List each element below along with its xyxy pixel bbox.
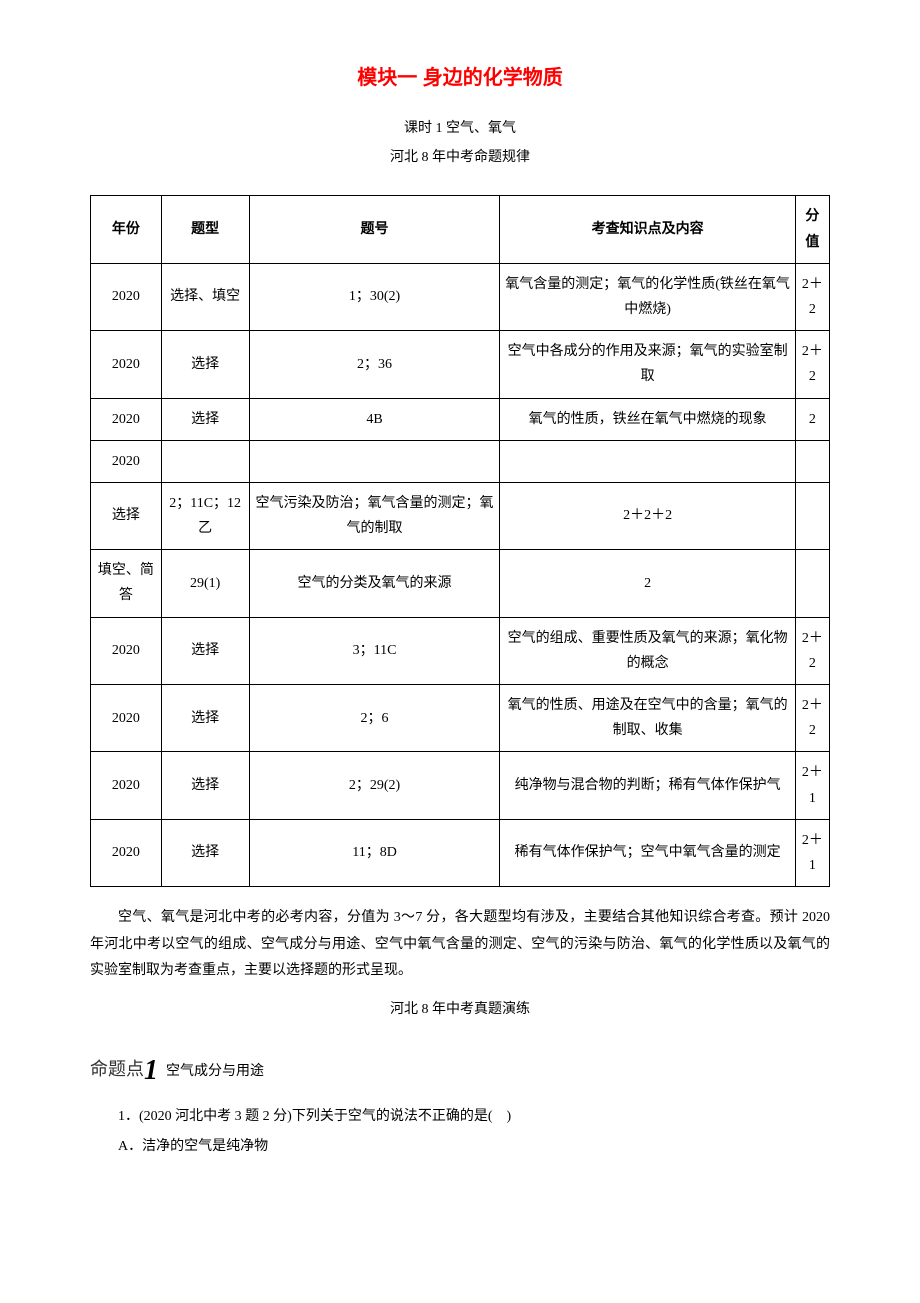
cell: 纯净物与混合物的判断；稀有气体作保护气: [500, 752, 795, 819]
table-header-row: 年份 题型 题号 考查知识点及内容 分值: [91, 196, 830, 263]
cell: 选择、填空: [161, 263, 249, 330]
cell: 2020: [91, 819, 162, 886]
exam-rules-table: 年份 题型 题号 考查知识点及内容 分值 2020 选择、填空 1；30(2) …: [90, 195, 830, 887]
table-row: 2020 选择 2；29(2) 纯净物与混合物的判断；稀有气体作保护气 2＋1: [91, 752, 830, 819]
subtitle-lesson: 课时 1 空气、氧气: [90, 116, 830, 141]
cell: 2＋2: [795, 685, 829, 752]
header-number: 题号: [249, 196, 500, 263]
header-content: 考查知识点及内容: [500, 196, 795, 263]
main-title: 模块一 身边的化学物质: [90, 60, 830, 96]
cell: 2020: [91, 617, 162, 684]
cell: 2；36: [249, 331, 500, 398]
cell: 2020: [91, 440, 162, 482]
cell: 2；29(2): [249, 752, 500, 819]
cell: 2020: [91, 263, 162, 330]
cell: 氧气的性质，铁丝在氧气中燃烧的现象: [500, 398, 795, 440]
header-score: 分值: [795, 196, 829, 263]
table-row: 选择 2；11C；12 乙 空气污染及防治；氧气含量的测定；氧气的制取 2＋2＋…: [91, 482, 830, 549]
table-row: 填空、简答 29(1) 空气的分类及氧气的来源 2: [91, 550, 830, 617]
topic-text: 空气成分与用途: [166, 1059, 264, 1084]
cell: 选择: [161, 331, 249, 398]
question-text: 下列关于空气的说法不正确的是( ): [292, 1109, 511, 1124]
cell: 2: [795, 398, 829, 440]
cell: 空气污染及防治；氧气含量的测定；氧气的制取: [249, 482, 500, 549]
cell: 2；6: [249, 685, 500, 752]
question-number: 1．: [118, 1109, 139, 1124]
question-source: (2020 河北中考 3 题 2 分): [139, 1109, 292, 1124]
cell: 2: [500, 550, 795, 617]
cell: 选择: [91, 482, 162, 549]
table-row: 2020 选择 4B 氧气的性质，铁丝在氧气中燃烧的现象 2: [91, 398, 830, 440]
cell: 2＋2: [795, 263, 829, 330]
cell: 2；11C；12 乙: [161, 482, 249, 549]
cell: 选择: [161, 685, 249, 752]
table-row: 2020: [91, 440, 830, 482]
cell: 11；8D: [249, 819, 500, 886]
topic-label: 命题点: [90, 1053, 144, 1085]
cell: 2020: [91, 331, 162, 398]
cell: [795, 482, 829, 549]
cell: [161, 440, 249, 482]
summary-paragraph: 空气、氧气是河北中考的必考内容，分值为 3～7 分，各大题型均有涉及，主要结合其…: [90, 905, 830, 985]
cell: 2020: [91, 685, 162, 752]
practice-section-title: 河北 8 年中考真题演练: [90, 997, 830, 1022]
cell: 2＋2: [795, 617, 829, 684]
cell: 空气中各成分的作用及来源；氧气的实验室制取: [500, 331, 795, 398]
cell: 空气的分类及氧气的来源: [249, 550, 500, 617]
topic-heading: 命题点1 空气成分与用途: [90, 1042, 830, 1092]
cell: 3；11C: [249, 617, 500, 684]
cell: [500, 440, 795, 482]
table-row: 2020 选择 2；36 空气中各成分的作用及来源；氧气的实验室制取 2＋2: [91, 331, 830, 398]
cell: 2＋2: [795, 331, 829, 398]
cell: 稀有气体作保护气；空气中氧气含量的测定: [500, 819, 795, 886]
cell: 2＋2＋2: [500, 482, 795, 549]
cell: 氧气的性质、用途及在空气中的含量；氧气的制取、收集: [500, 685, 795, 752]
cell: 选择: [161, 752, 249, 819]
subtitle-rules: 河北 8 年中考命题规律: [90, 145, 830, 170]
cell: 29(1): [161, 550, 249, 617]
header-year: 年份: [91, 196, 162, 263]
table-row: 2020 选择 11；8D 稀有气体作保护气；空气中氧气含量的测定 2＋1: [91, 819, 830, 886]
table-row: 2020 选择 2；6 氧气的性质、用途及在空气中的含量；氧气的制取、收集 2＋…: [91, 685, 830, 752]
cell: 2020: [91, 752, 162, 819]
cell: 选择: [161, 819, 249, 886]
header-type: 题型: [161, 196, 249, 263]
cell: [795, 550, 829, 617]
cell: 1；30(2): [249, 263, 500, 330]
table-row: 2020 选择、填空 1；30(2) 氧气含量的测定；氧气的化学性质(铁丝在氧气…: [91, 263, 830, 330]
cell: 4B: [249, 398, 500, 440]
cell: [249, 440, 500, 482]
cell: 选择: [161, 398, 249, 440]
cell: 2020: [91, 398, 162, 440]
cell: 氧气含量的测定；氧气的化学性质(铁丝在氧气中燃烧): [500, 263, 795, 330]
option-a: A．洁净的空气是纯净物: [90, 1134, 830, 1159]
cell: 填空、简答: [91, 550, 162, 617]
question-1: 1．(2020 河北中考 3 题 2 分)下列关于空气的说法不正确的是( ): [90, 1104, 830, 1129]
cell: [795, 440, 829, 482]
cell: 空气的组成、重要性质及氧气的来源；氧化物的概念: [500, 617, 795, 684]
cell: 2＋1: [795, 752, 829, 819]
table-row: 2020 选择 3；11C 空气的组成、重要性质及氧气的来源；氧化物的概念 2＋…: [91, 617, 830, 684]
cell: 选择: [161, 617, 249, 684]
cell: 2＋1: [795, 819, 829, 886]
topic-number: 1: [144, 1046, 158, 1096]
